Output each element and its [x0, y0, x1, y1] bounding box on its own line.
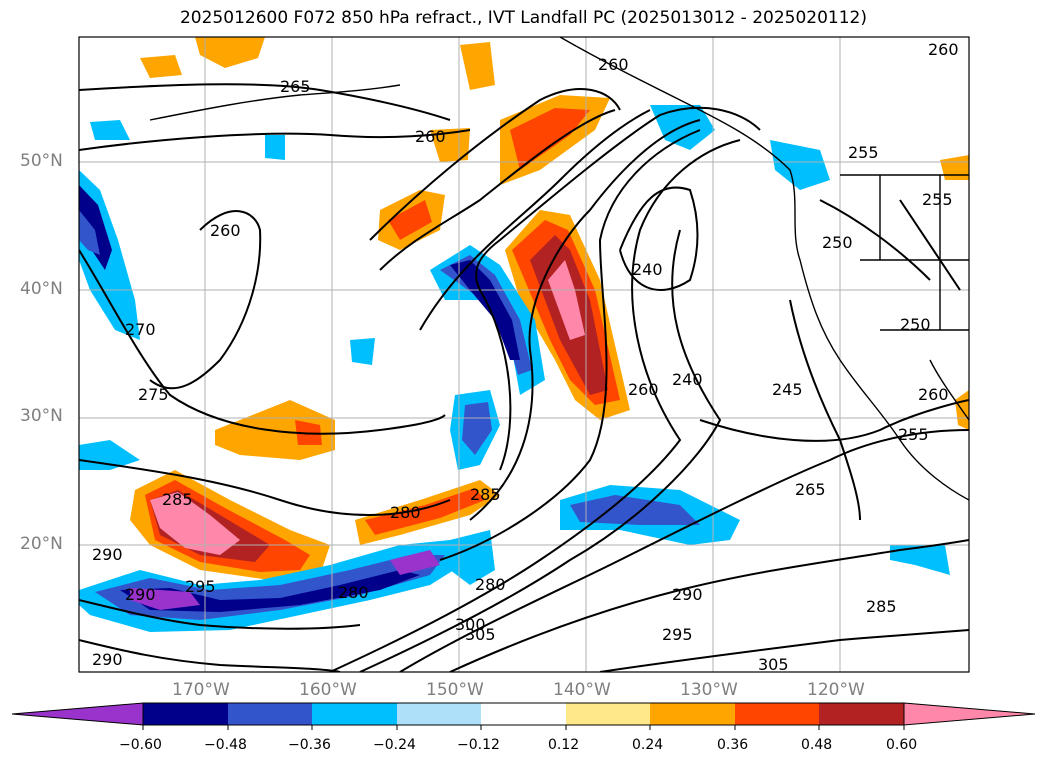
lon-label: 150°W [426, 680, 484, 700]
contour-label: 285 [470, 485, 501, 504]
contour-label: 290 [92, 545, 123, 564]
graticule [79, 37, 969, 672]
contour-label: 275 [138, 385, 169, 404]
colorbar-swatch [566, 703, 650, 725]
contour-label: 300 [455, 615, 486, 634]
contour-label: 240 [632, 260, 663, 279]
map-frame [78, 36, 970, 673]
contour-label: 270 [125, 320, 156, 339]
lat-label: 30°N [20, 406, 63, 426]
contour-label: 240 [672, 370, 703, 389]
contour-label: 265 [280, 77, 311, 96]
colorbar-tick-label: 0.12 [548, 737, 580, 753]
colorbar-tick-label: −0.24 [373, 737, 416, 753]
colorbar-tick-label: −0.60 [119, 737, 162, 753]
contour-label: 250 [822, 233, 853, 252]
contour-label: 250 [900, 315, 931, 334]
lon-label: 120°W [807, 680, 865, 700]
contour-label: 255 [898, 425, 929, 444]
contour-label: 245 [772, 380, 803, 399]
contour-label: 295 [185, 577, 216, 596]
contour-label: 280 [338, 583, 369, 602]
colorbar-swatch [143, 703, 228, 725]
contour-label: 280 [390, 503, 421, 522]
contour-label: 255 [848, 143, 879, 162]
contour-label: 260 [210, 221, 241, 240]
contour-label: 280 [475, 575, 506, 594]
contour-label: 305 [758, 655, 789, 674]
contour-label: 285 [866, 597, 897, 616]
lon-label: 170°W [172, 680, 230, 700]
contour-lines [79, 83, 969, 672]
colorbar-swatch [650, 703, 735, 725]
lon-label: 140°W [553, 680, 611, 700]
contour-label-group: 265 260 260 260 260 270 275 285 290 290 … [92, 40, 959, 674]
colorbar-tick-label: 0.36 [717, 737, 749, 753]
colorbar-swatch [228, 703, 312, 725]
colorbar-swatch [481, 703, 566, 725]
colorbar [11, 702, 1036, 730]
contour-label: 260 [598, 55, 629, 74]
colorbar-tick-label: 0.24 [632, 737, 664, 753]
contour-label: 290 [672, 585, 703, 604]
contour-label: 260 [415, 127, 446, 146]
contour-label: 260 [628, 380, 659, 399]
contour-label: 260 [928, 40, 959, 59]
contour-label: 295 [662, 625, 693, 644]
map-title: 2025012600 F072 850 hPa refract., IVT La… [179, 8, 867, 28]
contour-label: 260 [918, 385, 949, 404]
lat-label: 50°N [20, 151, 63, 171]
colorbar-tick-label: −0.12 [457, 737, 500, 753]
colorbar-swatch [819, 703, 904, 725]
colorbar-tick-label: −0.48 [204, 737, 247, 753]
contour-label: 290 [92, 650, 123, 669]
colorbar-swatch [312, 703, 397, 725]
refractivity-shading [79, 37, 969, 632]
contour-label: 285 [162, 490, 193, 509]
colorbar-tick-label: −0.36 [288, 737, 331, 753]
lon-label: 130°W [680, 680, 738, 700]
contour-label: 255 [922, 190, 953, 209]
lat-label: 20°N [20, 534, 63, 554]
contour-label: 265 [795, 480, 826, 499]
colorbar-tick-label: 0.48 [801, 737, 833, 753]
contour-label: 290 [125, 585, 156, 604]
colorbar-tick-label: 0.60 [886, 737, 918, 753]
colorbar-high-extension [903, 702, 1036, 726]
lon-label: 160°W [299, 680, 357, 700]
contour-label: 305 [465, 625, 496, 644]
coastlines [149, 37, 969, 501]
colorbar-swatch [735, 703, 819, 725]
lat-label: 40°N [20, 279, 63, 299]
colorbar-swatch [397, 703, 481, 725]
colorbar-low-extension [11, 702, 144, 726]
